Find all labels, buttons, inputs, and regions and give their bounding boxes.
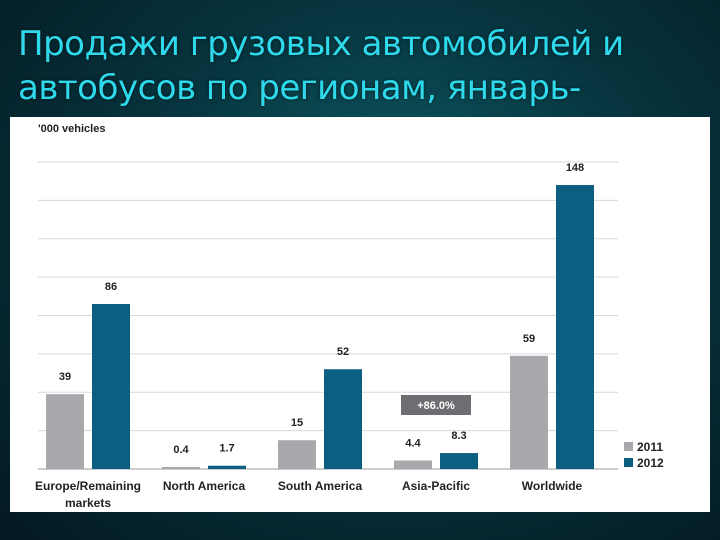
legend-label-2011: 2011 [637,440,663,454]
chart-panel: 39 86 0.4 1.7 15 52 4.4 8.3 59 148 Europe/Remaini… [10,117,710,512]
bar-2011-1 [162,467,200,469]
bars [46,185,594,469]
category-label: Europe/Remaining [35,479,141,493]
value-label: 39 [59,371,71,383]
value-label: 52 [337,346,349,358]
category-label: South America [278,479,363,493]
legend-swatch-2012 [624,458,633,467]
value-label: 86 [105,281,117,293]
legend-swatch-2011 [624,442,633,451]
bar-2012-4 [556,185,594,469]
value-label: 0.4 [173,444,189,456]
value-label: 148 [566,162,584,174]
category-labels: Europe/Remaining markets North America Sout… [35,479,583,510]
bar-chart: 39 86 0.4 1.7 15 52 4.4 8.3 59 148 Europe/Remaini… [35,123,664,510]
bar-2012-2 [324,369,362,469]
bar-2011-0 [46,394,84,469]
value-label: 59 [523,333,535,345]
value-label: 15 [291,417,303,429]
value-label: 4.4 [405,438,421,450]
bar-2011-4 [510,355,548,469]
value-label: 1.7 [219,443,234,455]
growth-annotation: +86.0% [401,395,471,415]
legend: 2011 2012 [624,440,664,470]
category-label: markets [65,496,111,510]
value-labels: 39 86 0.4 1.7 15 52 4.4 8.3 59 148 [59,162,584,456]
category-label: Asia-Pacific [402,479,470,493]
bar-2011-3 [394,460,432,469]
unit-label: '000 vehicles [38,123,105,135]
annotation-box [401,395,471,415]
slide-title: Продажи грузовых автомобилей и автобусов… [18,24,624,108]
category-label: North America [163,479,246,493]
bar-2012-0 [92,303,130,469]
annotation-text: +86.0% [417,400,455,412]
legend-label-2012: 2012 [637,456,664,470]
category-label: Worldwide [522,479,583,493]
bar-2011-2 [278,440,316,469]
bar-2012-3 [440,453,478,469]
bar-2012-1 [208,465,246,469]
value-label: 8.3 [451,430,466,442]
